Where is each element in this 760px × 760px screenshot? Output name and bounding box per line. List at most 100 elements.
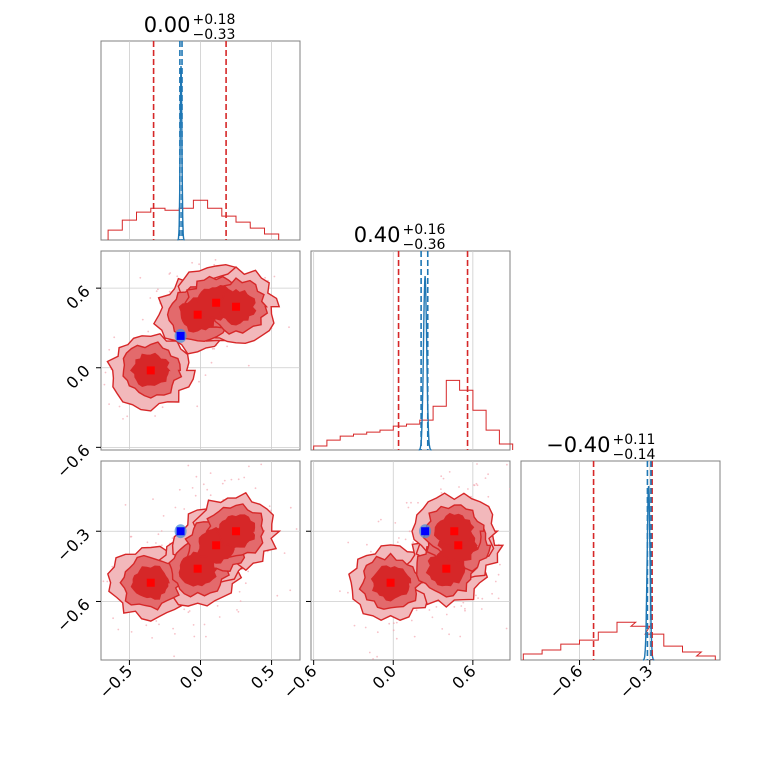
- sample-point: [268, 505, 271, 508]
- sample-point: [396, 541, 399, 544]
- sample-point: [226, 345, 229, 348]
- red-sample-marker: [193, 564, 202, 573]
- sample-point: [174, 506, 177, 509]
- sample-point: [289, 506, 292, 509]
- sample-point: [476, 484, 479, 487]
- sample-point: [440, 488, 442, 490]
- sample-point: [112, 617, 114, 620]
- sample-point: [218, 616, 221, 618]
- sample-point: [410, 501, 412, 504]
- sample-point: [453, 606, 456, 608]
- x-tick-label: −0.6: [545, 661, 586, 702]
- sample-point: [364, 626, 367, 629]
- sample-point: [475, 594, 477, 597]
- sample-point: [442, 477, 445, 480]
- sample-point: [487, 473, 489, 476]
- sample-point: [264, 276, 266, 279]
- sample-point: [473, 484, 476, 487]
- sample-point: [130, 535, 133, 538]
- sample-point: [198, 263, 201, 266]
- sample-point: [158, 623, 160, 626]
- sample-point: [130, 631, 133, 633]
- sample-point: [196, 405, 199, 408]
- sample-point: [398, 537, 400, 539]
- sample-point: [183, 508, 186, 510]
- red-sample-marker: [146, 578, 155, 587]
- sample-point: [395, 621, 398, 624]
- sample-point: [377, 520, 380, 523]
- sample-point: [394, 522, 397, 524]
- sample-point: [237, 478, 240, 481]
- sample-point: [494, 580, 497, 583]
- sample-point: [221, 482, 224, 485]
- sample-point: [236, 609, 238, 611]
- sample-point: [147, 330, 150, 333]
- sample-point: [187, 464, 190, 467]
- x-tick-label: −0.6: [280, 661, 321, 702]
- sample-point: [162, 515, 165, 517]
- panel-title-value: 0.00: [144, 13, 191, 37]
- sample-point: [448, 633, 450, 636]
- sample-point: [152, 498, 154, 500]
- red-sample-marker: [454, 541, 463, 550]
- diag-panel-p3: −0.40 +0.11−0.14: [520, 432, 721, 661]
- sample-point: [467, 488, 469, 490]
- sample-point: [154, 415, 157, 417]
- red-sample-marker: [146, 366, 155, 375]
- panel-frame: [310, 250, 511, 451]
- diag-panel-p2: 0.40 +0.16−0.36: [310, 222, 514, 451]
- sample-point: [141, 318, 144, 321]
- panel-title-lower: −0.14: [613, 447, 656, 463]
- sample-point: [497, 573, 500, 576]
- sample-point: [195, 475, 198, 478]
- sample-point: [243, 476, 246, 479]
- y-tick-label: −0.3: [53, 525, 94, 566]
- sample-point: [347, 541, 350, 544]
- panel-frame: [520, 460, 721, 661]
- sample-point: [295, 528, 298, 530]
- panel-content: [103, 259, 290, 420]
- sample-point: [176, 275, 179, 278]
- sample-point: [126, 415, 129, 418]
- x-tick-label: 0.0: [176, 661, 207, 692]
- sample-point: [484, 477, 487, 479]
- sample-point: [372, 658, 374, 660]
- sample-point: [157, 288, 159, 291]
- red-sample-marker: [232, 302, 241, 311]
- sample-point: [118, 405, 121, 408]
- sample-point: [247, 364, 250, 367]
- sample-point: [480, 608, 483, 610]
- sample-point: [188, 610, 191, 612]
- sample-point: [460, 605, 463, 607]
- sample-point: [415, 609, 418, 612]
- sample-point: [155, 620, 158, 622]
- sample-point: [441, 628, 444, 630]
- sample-point: [407, 506, 410, 509]
- sample-point: [178, 488, 181, 491]
- red-sample-marker: [232, 527, 241, 536]
- blue-truth-marker: [176, 331, 185, 340]
- sample-point: [204, 374, 207, 376]
- panel-title-upper: +0.16: [403, 222, 446, 238]
- sample-point: [213, 263, 216, 266]
- sample-point: [209, 494, 212, 497]
- y-tick-label: 0.0: [62, 361, 93, 392]
- sample-point: [108, 403, 110, 405]
- sample-point: [499, 563, 501, 566]
- sample-point: [230, 478, 233, 481]
- sample-point: [431, 616, 434, 619]
- blue-truth-marker: [421, 527, 430, 536]
- sample-point: [435, 606, 438, 608]
- sample-point: [237, 610, 240, 613]
- sample-point: [171, 537, 174, 539]
- sample-point: [161, 406, 164, 409]
- sample-point: [448, 471, 451, 473]
- sample-point: [139, 276, 142, 279]
- sample-point: [173, 655, 176, 658]
- sample-point: [194, 494, 197, 497]
- sample-point: [289, 589, 292, 592]
- sample-point: [459, 453, 461, 455]
- sample-point: [124, 504, 127, 506]
- sample-point: [198, 380, 200, 383]
- sample-point: [244, 582, 247, 585]
